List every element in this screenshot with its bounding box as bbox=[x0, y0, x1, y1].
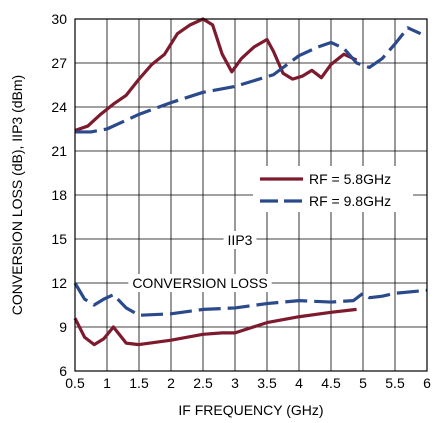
series-line-conversion-loss-rf-9-8ghz bbox=[73, 282, 428, 317]
y-tick-label: 12 bbox=[51, 275, 67, 291]
y-tick-label: 15 bbox=[51, 231, 67, 247]
x-tick-label: 1 bbox=[103, 375, 111, 391]
x-tick-label: 4.5 bbox=[321, 375, 341, 391]
x-tick-label: 5 bbox=[359, 375, 367, 391]
x-tick-labels: 0.5 1 1.5 2 2.5 3 3.5 4 4.5 5 5.5 6 bbox=[65, 375, 431, 391]
legend: RF = 5.8GHz RF = 9.8GHz bbox=[253, 166, 413, 212]
legend-background bbox=[253, 166, 413, 212]
x-tick-label: 5.5 bbox=[385, 375, 405, 391]
x-tick-label: 3 bbox=[231, 375, 239, 391]
annotation-iip3: IIP3 bbox=[228, 232, 253, 248]
series-line-iip3-rf-5-8ghz bbox=[74, 17, 358, 132]
x-tick-label: 2.5 bbox=[193, 375, 213, 391]
annotation-iip3-background bbox=[223, 231, 257, 249]
x-tick-label: 4 bbox=[295, 375, 303, 391]
series-line-conversion-loss-rf-5-8ghz bbox=[73, 307, 357, 347]
y-tick-labels: 6 9 12 15 18 21 24 27 30 bbox=[51, 11, 67, 379]
x-tick-label: 3.5 bbox=[257, 375, 277, 391]
plot-frame bbox=[74, 18, 428, 372]
y-tick-label: 30 bbox=[51, 11, 67, 27]
y-tick-label: 27 bbox=[51, 55, 67, 71]
legend-label-rf-9-8ghz: RF = 9.8GHz bbox=[309, 193, 391, 209]
y-tick-label: 18 bbox=[51, 187, 67, 203]
series-line-iip3-rf-9-8ghz bbox=[75, 26, 422, 134]
x-tick-label: 1.5 bbox=[129, 375, 149, 391]
annotation-conversion-loss-background bbox=[128, 274, 272, 292]
y-tick-label: 24 bbox=[51, 99, 67, 115]
y-axis-title: CONVERSION LOSS (dB), IIP3 (dBm) bbox=[9, 75, 25, 315]
y-tick-label: 6 bbox=[59, 363, 67, 379]
y-tick-label: 9 bbox=[59, 319, 67, 335]
y-tick-label: 21 bbox=[51, 143, 67, 159]
x-tick-label: 0.5 bbox=[65, 375, 85, 391]
annotation-conversion-loss: CONVERSION LOSS bbox=[132, 275, 267, 291]
x-axis-title: IF FREQUENCY (GHz) bbox=[178, 402, 323, 418]
x-tick-label: 2 bbox=[167, 375, 175, 391]
legend-label-rf-5-8ghz: RF = 5.8GHz bbox=[309, 171, 391, 187]
x-tick-label: 6 bbox=[423, 375, 431, 391]
series-layer bbox=[73, 17, 428, 347]
